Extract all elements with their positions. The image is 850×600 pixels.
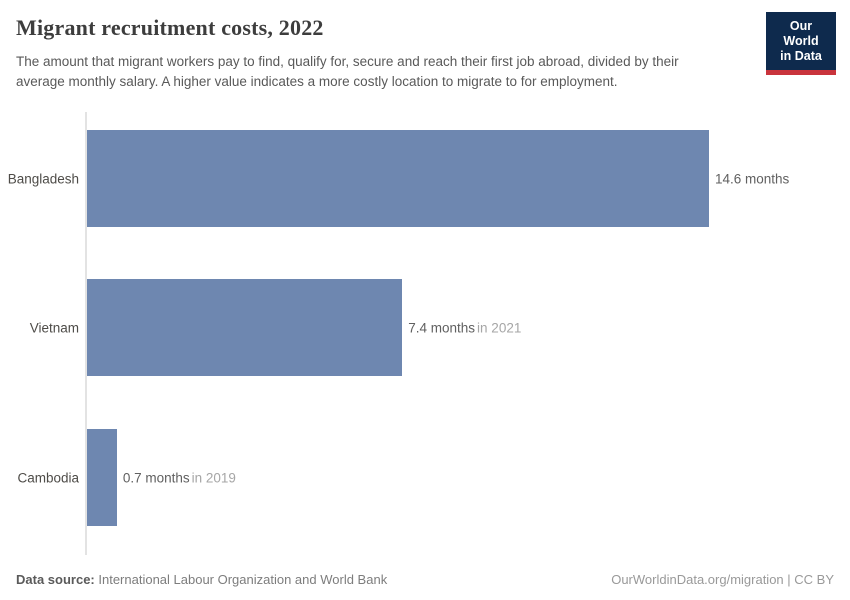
owid-logo-line2: in Data xyxy=(780,49,822,63)
data-source-text: International Labour Organization and Wo… xyxy=(94,572,388,587)
bar-row-cambodia: Cambodia 0.7 months in 2019 xyxy=(17,429,709,526)
year-note: in 2019 xyxy=(191,470,236,485)
year-note: in 2021 xyxy=(477,320,522,335)
bar-row-vietnam: Vietnam 7.4 months in 2021 xyxy=(30,279,709,376)
bar-vietnam[interactable] xyxy=(87,279,403,376)
owid-logo: Our World in Data xyxy=(766,12,836,75)
bar-chart: Bangladesh 14.6 months Vietnam 7.4 month… xyxy=(0,112,850,555)
data-source-label: Data source: xyxy=(16,572,95,587)
category-label-bangladesh: Bangladesh xyxy=(7,171,79,186)
owid-logo-line1: Our World xyxy=(783,19,819,48)
bar-cambodia[interactable] xyxy=(87,429,117,526)
attribution-text: OurWorldinData.org/migration | CC BY xyxy=(611,572,834,587)
bar-row-bangladesh: Bangladesh 14.6 months xyxy=(8,130,789,227)
bar-track: 14.6 months xyxy=(87,130,789,227)
bar-bangladesh[interactable] xyxy=(87,130,709,227)
chart-subtitle-line2: average monthly salary. A higher value i… xyxy=(16,74,618,89)
value-label-cambodia: 0.7 months in 2019 xyxy=(123,470,236,485)
category-label-vietnam: Vietnam xyxy=(29,320,79,335)
chart-subtitle: The amount that migrant workers pay to f… xyxy=(16,52,679,92)
chart-subtitle-line1: The amount that migrant workers pay to f… xyxy=(16,54,679,69)
chart-title: Migrant recruitment costs, 2022 xyxy=(16,15,324,40)
value-text: 0.7 months xyxy=(122,470,190,485)
value-label-vietnam: 7.4 months in 2021 xyxy=(408,320,521,335)
value-text: 7.4 months xyxy=(408,320,476,335)
value-text: 14.6 months xyxy=(715,171,790,186)
value-label-bangladesh: 14.6 months xyxy=(715,171,791,186)
bar-track: 0.7 months in 2019 xyxy=(87,429,709,526)
bar-track: 7.4 months in 2021 xyxy=(87,279,709,376)
y-axis-line xyxy=(85,112,87,555)
data-source-note: Data source: International Labour Organi… xyxy=(16,572,387,587)
category-label-cambodia: Cambodia xyxy=(17,470,79,485)
chart-footer: Data source: International Labour Organi… xyxy=(16,572,834,587)
